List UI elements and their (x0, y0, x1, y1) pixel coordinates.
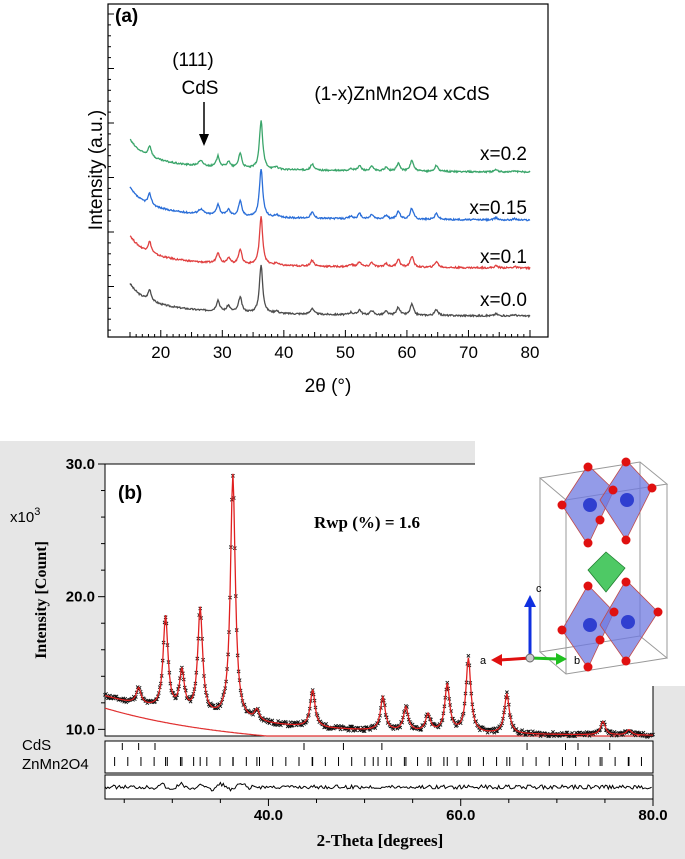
x-tick-label: 40.0 (254, 807, 283, 824)
x-tick-label: 20 (151, 343, 170, 362)
crystal-structure-inset: c a b (475, 441, 685, 686)
panel-a-title: (1-x)ZnMn2O4 xCdS (314, 84, 489, 105)
annotation-111: (111) (172, 50, 214, 71)
series-label-x=0.15: x=0.15 (469, 198, 527, 219)
series-label-x=0.0: x=0.0 (480, 290, 527, 311)
curve-x=0.2 (129, 120, 531, 174)
phase-label-cds: CdS (22, 737, 51, 754)
panel-b-x-ticks: 40.0 60.0 80.0 (123, 799, 668, 824)
difference-line (104, 781, 652, 792)
panel-a-label: (a) (115, 6, 138, 27)
panel-a-y-label: Intensity (a.u.) (86, 110, 107, 230)
phase-label-znmn2o4: ZnMn2O4 (22, 756, 89, 773)
panel-b-x-label: 2-Theta [degrees] (317, 831, 444, 850)
x-tick-label: 30 (213, 343, 232, 362)
panel-a-curves (129, 120, 531, 319)
difference-curve (104, 781, 652, 792)
x-tick-label: 40 (274, 343, 293, 362)
oxygen-atoms (557, 457, 663, 672)
x-tick-label: 70 (459, 343, 478, 362)
series-label-x=0.1: x=0.1 (480, 247, 527, 268)
panel-a-x-label: 2θ (°) (305, 376, 352, 397)
series-label-x=0.2: x=0.2 (480, 144, 527, 165)
panel-b-y-label: Intensity [Count] (33, 541, 50, 659)
curve-x=0.0 (129, 264, 531, 319)
x-tick-label: 80 (521, 343, 540, 362)
panel-a-series-labels: x=0.0 x=0.1 x=0.15 x=0.2 (469, 144, 527, 311)
x-tick-label: 60.0 (446, 807, 475, 824)
y-tick-label: 20.0 (66, 589, 95, 606)
reflection-ticks-area (104, 740, 654, 774)
panel-b: 40.0 60.0 80.0 10.0 20.0 30.0 (b) Rwp (%) = … (0, 441, 685, 859)
annotation-cds: CdS (182, 78, 219, 99)
panel-a-frame (107, 3, 549, 338)
y-multiplier: x103 (10, 506, 40, 526)
phase-reflection-ticks (114, 743, 642, 766)
panel-b-y-ticks: 10.0 20.0 30.0 (66, 456, 105, 738)
curve-x=0.1 (129, 216, 531, 271)
mn-atoms (583, 493, 635, 632)
zn-tetrahedron (587, 551, 626, 593)
x-tick-label: 50 (336, 343, 355, 362)
x-tick-label: 60 (397, 343, 416, 362)
axis-c-label: c (536, 583, 542, 595)
panel-a-x-ticks: 20 30 40 50 60 70 80 (129, 330, 540, 362)
annotation-arrowhead (199, 134, 209, 146)
curve-x=0.15 (129, 168, 531, 222)
panel-a: (a) 20 30 40 50 60 70 80 x=0.0 x=0.1 x=0.15 x=0.2… (86, 3, 549, 397)
y-tick-label: 30.0 (66, 456, 95, 473)
y-tick-label: 10.0 (66, 721, 95, 738)
axis-triad: c a b (480, 583, 580, 667)
panel-b-label: (b) (118, 483, 142, 504)
panel-b-curves (103, 473, 655, 739)
axis-a-label: a (480, 655, 487, 667)
x-tick-label: 80.0 (638, 807, 667, 824)
rwp-annotation: Rwp (%) = 1.6 (314, 513, 420, 532)
calculated-curve (104, 473, 653, 736)
axis-b-label: b (574, 655, 580, 667)
panel-a-y-ticks (108, 13, 114, 331)
